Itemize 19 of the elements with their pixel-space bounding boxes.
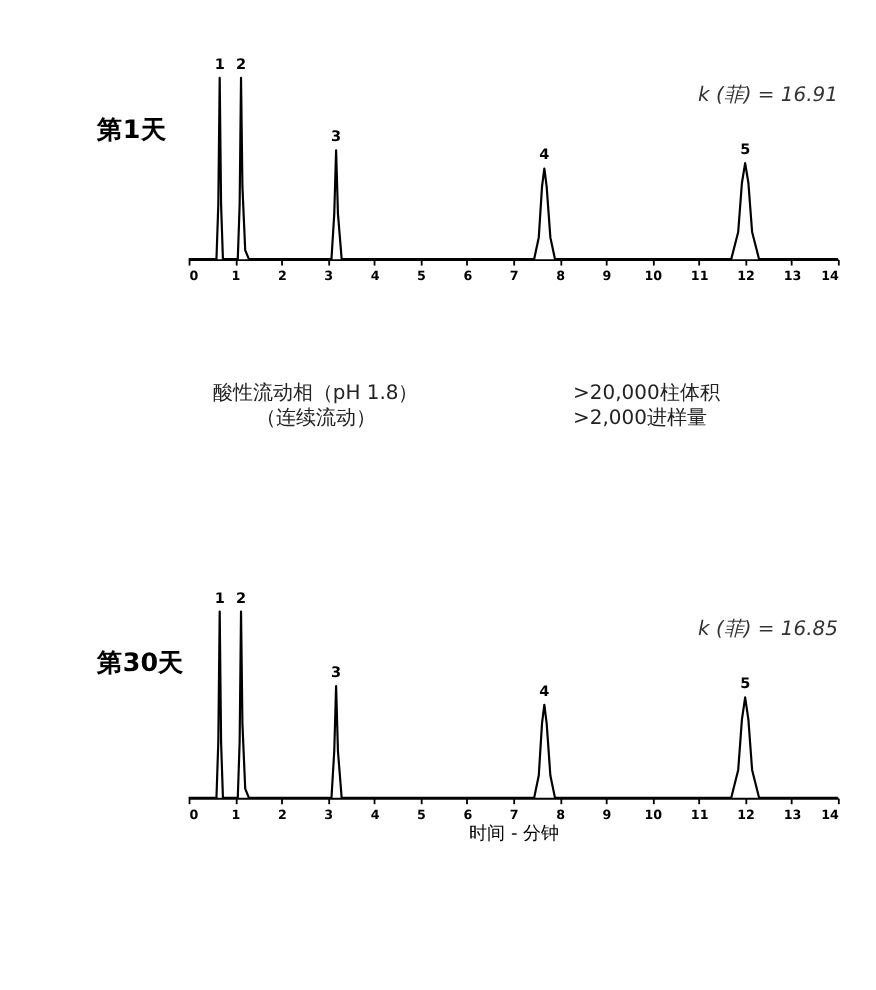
annotation: 4 bbox=[539, 145, 550, 164]
annotation: k (菲) = 16.85 bbox=[698, 616, 838, 641]
text: （连续流动） bbox=[255, 406, 376, 431]
text: 第30天 bbox=[94, 646, 185, 677]
text: 第1天 bbox=[94, 113, 167, 144]
annotation: 3 bbox=[331, 127, 342, 146]
annotation: k (菲) = 16.91 bbox=[698, 83, 838, 108]
annotation: 2 bbox=[235, 54, 247, 73]
annotation: 5 bbox=[740, 674, 751, 693]
annotation: 4 bbox=[539, 681, 550, 700]
text: 酸性流动相（pH 1.8） bbox=[212, 380, 419, 405]
annotation: 1 bbox=[214, 588, 225, 607]
annotation: 5 bbox=[740, 140, 751, 158]
annotation: 3 bbox=[331, 663, 342, 682]
text: >20,000柱体积 bbox=[573, 380, 720, 405]
annotation: 1 bbox=[214, 54, 225, 73]
x-axis-title: 时间 - 分钟 bbox=[469, 822, 560, 845]
annotation: 2 bbox=[235, 588, 247, 607]
text: >2,000进样量 bbox=[573, 406, 707, 431]
